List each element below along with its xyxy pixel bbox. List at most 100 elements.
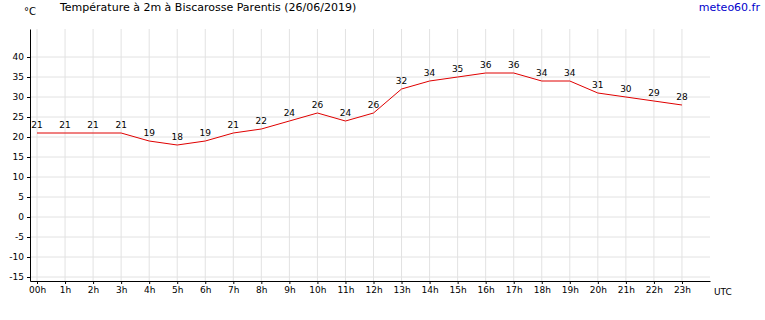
x-tick-mark (65, 281, 66, 284)
x-tick: 4h (144, 281, 155, 295)
y-tick-label: 15 (13, 152, 24, 162)
grid-line-x (653, 29, 654, 281)
x-tick-label: 6h (200, 285, 211, 295)
y-tick-mark (27, 77, 30, 78)
x-tick-mark (514, 281, 515, 284)
x-tick-label: 11h (337, 285, 354, 295)
x-tick-mark (626, 281, 627, 284)
grid-line-x (597, 29, 598, 281)
x-tick: 3h (116, 281, 127, 295)
x-tick-mark (345, 281, 346, 284)
grid (30, 29, 710, 281)
x-tick: 11h (337, 281, 354, 295)
x-tick-mark (317, 281, 318, 284)
y-tick-label: 0 (18, 212, 24, 222)
x-tick-mark (486, 281, 487, 284)
x-tick-mark (205, 281, 206, 284)
y-tick-mark (27, 177, 30, 178)
x-tick: 13h (393, 281, 410, 295)
grid-line-y (30, 157, 710, 158)
grid-line-y (30, 217, 710, 218)
grid-line-x (289, 29, 290, 281)
y-tick-mark (27, 237, 30, 238)
x-tick: 5h (172, 281, 183, 295)
x-tick-label: 5h (172, 285, 183, 295)
grid-line-x (205, 29, 206, 281)
x-axis-label: UTC (714, 287, 732, 297)
grid-line-y (30, 257, 710, 258)
data-label: 24 (284, 108, 296, 118)
x-tick-label: 4h (144, 285, 155, 295)
x-tick-mark (121, 281, 122, 284)
grid-line-y (30, 117, 710, 118)
grid-line-y (30, 177, 710, 178)
x-tick: 2h (88, 281, 99, 295)
x-tick-label: 17h (506, 285, 523, 295)
data-label: 21 (31, 120, 42, 130)
grid-line-y (30, 197, 710, 198)
data-label: 34 (424, 68, 436, 78)
y-tick-mark (27, 257, 30, 258)
y-tick-mark (27, 197, 30, 198)
y-tick-label: 5 (18, 192, 24, 202)
y-tick-label: -15 (9, 272, 24, 282)
x-tick: 16h (478, 281, 495, 295)
x-tick: 23h (674, 281, 691, 295)
x-tick-mark (93, 281, 94, 284)
grid-line-y (30, 77, 710, 78)
grid-line-x (121, 29, 122, 281)
x-tick: 1h (60, 281, 71, 295)
data-label: 21 (87, 120, 98, 130)
grid-line-y (30, 237, 710, 238)
x-tick-label: 18h (534, 285, 551, 295)
x-tick-label: 19h (562, 285, 579, 295)
y-tick-mark (27, 137, 30, 138)
x-tick: 19h (562, 281, 579, 295)
x-tick-mark (430, 281, 431, 284)
y-tick: 15 (13, 152, 30, 162)
x-tick-label: 16h (478, 285, 495, 295)
grid-line-x (429, 29, 430, 281)
y-axis-line (30, 30, 31, 282)
grid-line-x (401, 29, 402, 281)
y-tick: 10 (13, 172, 30, 182)
y-tick-label: 35 (13, 72, 24, 82)
grid-line-x (317, 29, 318, 281)
x-tick-label: 22h (646, 285, 663, 295)
x-tick: 18h (534, 281, 551, 295)
data-label: 26 (368, 100, 380, 110)
x-tick-mark (289, 281, 290, 284)
y-tick-label: -10 (9, 252, 24, 262)
title: Température à 2m à Biscarosse Parentis (… (59, 1, 356, 14)
plot-area (37, 73, 682, 145)
x-tick-label: 21h (618, 285, 635, 295)
data-label: 24 (340, 108, 352, 118)
data-label: 36 (480, 60, 492, 70)
data-label: 31 (592, 80, 603, 90)
x-tick-mark (458, 281, 459, 284)
x-tick-label: 9h (284, 285, 295, 295)
grid-line-x (625, 29, 626, 281)
chart: 00h1h2h3h4h5h6h7h8h9h10h11h12h13h14h15h1… (0, 0, 765, 320)
x-tick: 00h (29, 281, 46, 295)
grid-line-x (93, 29, 94, 281)
y-tick-label: 25 (13, 112, 24, 122)
y-tick: -10 (9, 252, 30, 262)
data-label: 18 (171, 132, 183, 142)
data-label: 21 (228, 120, 239, 130)
data-label: 35 (452, 64, 463, 74)
x-axis: 00h1h2h3h4h5h6h7h8h9h10h11h12h13h14h15h1… (29, 281, 711, 295)
x-tick-mark (149, 281, 150, 284)
x-axis-line (31, 281, 711, 282)
grid-line-x (233, 29, 234, 281)
x-tick: 12h (365, 281, 382, 295)
x-tick-mark (261, 281, 262, 284)
grid-line-y (30, 57, 710, 58)
x-tick: 17h (506, 281, 523, 295)
y-tick-mark (27, 157, 30, 158)
x-tick: 9h (284, 281, 295, 295)
grid-line-x (569, 29, 570, 281)
x-tick: 15h (450, 281, 467, 295)
grid-line-x (149, 29, 150, 281)
data-labels: 2121212119181921222426242632343536363434… (31, 60, 688, 142)
